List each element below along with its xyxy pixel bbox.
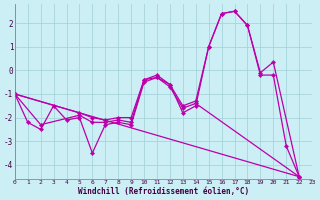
X-axis label: Windchill (Refroidissement éolien,°C): Windchill (Refroidissement éolien,°C) — [78, 187, 249, 196]
